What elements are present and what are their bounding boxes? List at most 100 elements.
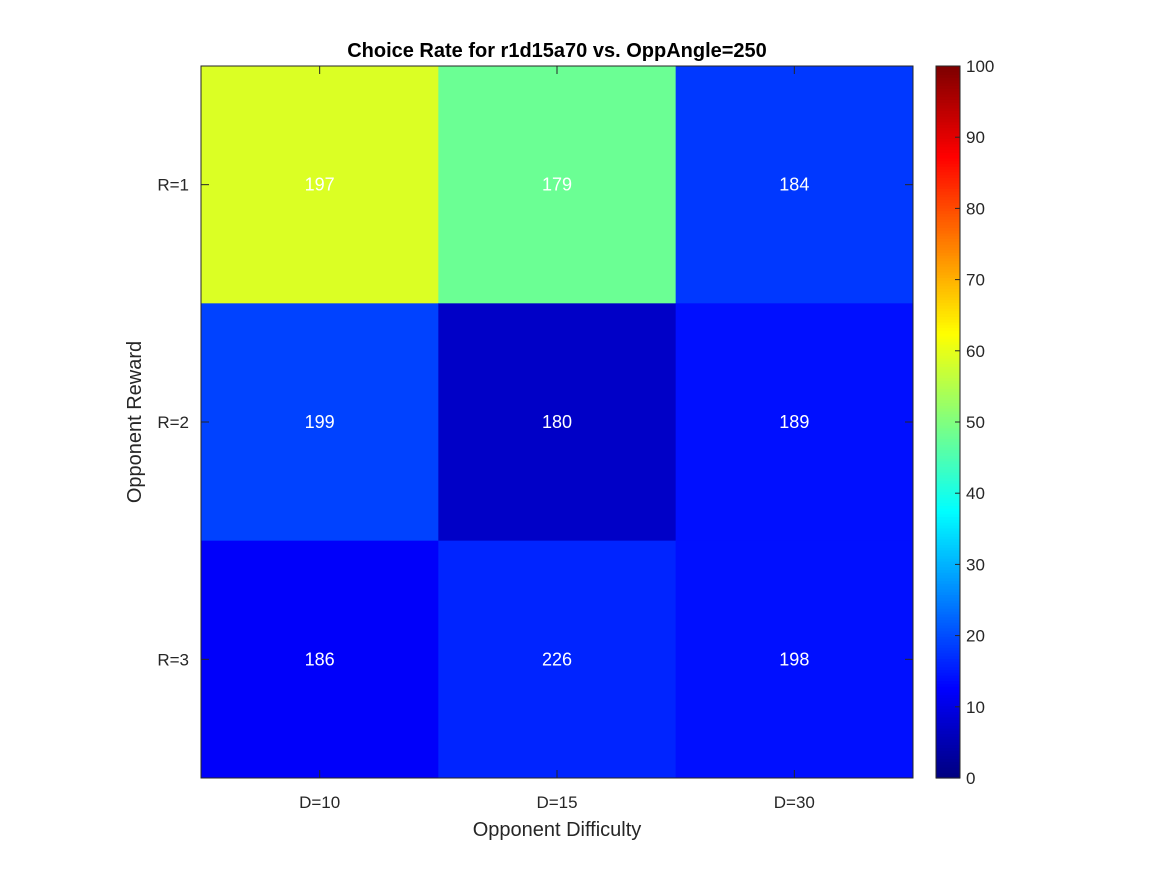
colorbar-segment xyxy=(936,85,960,89)
colorbar-segment xyxy=(936,274,960,278)
colorbar-segment xyxy=(936,263,960,267)
colorbar-segment xyxy=(936,708,960,712)
colorbar-segment xyxy=(936,244,960,248)
colorbar-segment xyxy=(936,174,960,178)
colorbar-segment xyxy=(936,555,960,559)
colorbar-segment xyxy=(936,163,960,167)
colorbar-segment xyxy=(936,533,960,537)
heatmap-cell-r3-c2 xyxy=(438,540,677,779)
colorbar-tick-label: 70 xyxy=(966,271,985,290)
colorbar-segment xyxy=(936,107,960,112)
colorbar-segment xyxy=(936,672,960,676)
colorbar-segment xyxy=(936,310,960,315)
colorbar-segment xyxy=(936,458,960,462)
colorbar-segment xyxy=(936,416,960,420)
colorbar-segment xyxy=(936,352,960,356)
colorbar-segment xyxy=(936,569,960,573)
colorbar-segment xyxy=(936,202,960,206)
colorbar-segment xyxy=(936,402,960,406)
cell-label-r1-c2: 179 xyxy=(542,175,572,195)
colorbar-segment xyxy=(936,118,960,123)
colorbar-segment xyxy=(936,538,960,543)
colorbar-segment xyxy=(936,388,960,393)
colorbar-segment xyxy=(936,566,960,571)
colorbar-segment xyxy=(936,691,960,696)
colorbar-segment xyxy=(936,221,960,226)
colorbar-segment xyxy=(936,613,960,618)
colorbar-segment xyxy=(936,266,960,270)
colorbar-segment xyxy=(936,438,960,443)
colorbar-segment xyxy=(936,558,960,562)
colorbar-segment xyxy=(936,138,960,142)
colorbar-segment xyxy=(936,241,960,245)
colorbar-segment xyxy=(936,472,960,476)
colorbar-tick-label: 20 xyxy=(966,627,985,646)
colorbar-segment xyxy=(936,580,960,584)
colorbar-segment xyxy=(936,586,960,590)
colorbar-segment xyxy=(936,410,960,415)
colorbar-tick-label: 90 xyxy=(966,128,985,147)
colorbar-segment xyxy=(936,444,960,448)
colorbar-segment xyxy=(936,113,960,117)
colorbar-segment xyxy=(936,761,960,765)
colorbar-segment xyxy=(936,463,960,468)
colorbar-segment xyxy=(936,469,960,473)
colorbar-segment xyxy=(936,68,960,73)
heatmap-cells xyxy=(201,66,914,779)
colorbar-segment xyxy=(936,196,960,201)
colorbar-segment xyxy=(936,155,960,159)
colorbar-segment xyxy=(936,616,960,621)
colorbar-segment xyxy=(936,260,960,265)
colorbar-segment xyxy=(936,552,960,557)
colorbar-segment xyxy=(936,96,960,100)
colorbar-segment xyxy=(936,141,960,145)
colorbar-segment xyxy=(936,399,960,404)
colorbar-segment xyxy=(936,168,960,173)
colorbar-segment xyxy=(936,422,960,426)
colorbar-segment xyxy=(936,396,960,401)
colorbar-segment xyxy=(936,627,960,632)
colorbar-segment xyxy=(936,346,960,351)
cell-label-r3-c1: 186 xyxy=(305,649,335,669)
colorbar-segment xyxy=(936,419,960,423)
colorbar-segment xyxy=(936,249,960,253)
colorbar-segment xyxy=(936,702,960,707)
cell-label-r2-c1: 199 xyxy=(305,412,335,432)
colorbar-segment xyxy=(936,619,960,623)
colorbar-segment xyxy=(936,460,960,465)
colorbar-segment xyxy=(936,82,960,87)
y-axis-label: Opponent Reward xyxy=(124,341,146,503)
colorbar-segment xyxy=(936,344,960,348)
colorbar-segment xyxy=(936,277,960,281)
colorbar-segment xyxy=(936,313,960,317)
colorbar-segment xyxy=(936,630,960,634)
colorbar-segment xyxy=(936,447,960,451)
colorbar-segment xyxy=(936,435,960,440)
colorbar-segment xyxy=(936,622,960,626)
colorbar-segment xyxy=(936,536,960,540)
colorbar-segment xyxy=(936,600,960,604)
colorbar-segment xyxy=(936,591,960,596)
colorbar-segment xyxy=(936,157,960,162)
cell-label-r1-c1: 197 xyxy=(305,175,335,195)
y-tick-label: R=2 xyxy=(157,413,189,432)
colorbar-segment xyxy=(936,207,960,212)
colorbar-segment xyxy=(936,355,960,359)
colorbar-segment xyxy=(936,597,960,601)
colorbar-segment xyxy=(936,369,960,373)
colorbar-segment xyxy=(936,605,960,609)
colorbar-segment xyxy=(936,641,960,646)
colorbar-segment xyxy=(936,330,960,334)
colorbar-segment xyxy=(936,697,960,701)
colorbar-segment xyxy=(936,77,960,81)
colorbar-segment xyxy=(936,227,960,231)
heatmap-cell-r1-c2 xyxy=(438,66,677,304)
colorbar-segment xyxy=(936,321,960,326)
colorbar-segment xyxy=(936,230,960,234)
colorbar-segment xyxy=(936,638,960,643)
heatmap-cell-r1-c3 xyxy=(675,66,914,304)
colorbar-segment xyxy=(936,135,960,139)
y-tick-label: R=1 xyxy=(157,176,189,195)
colorbar-segment xyxy=(936,296,960,301)
colorbar-segment xyxy=(936,199,960,203)
